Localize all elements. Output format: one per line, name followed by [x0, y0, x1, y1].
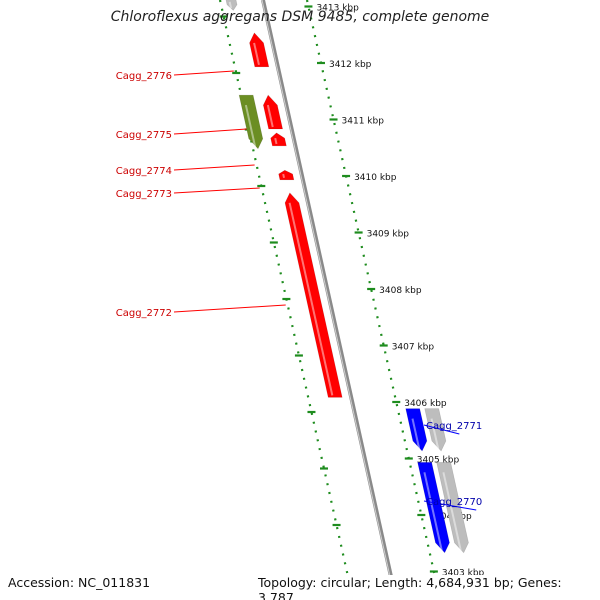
forward-gene-Cagg_2773 — [278, 169, 295, 181]
scale-tick-label: 3407 kbp — [392, 343, 435, 353]
grey-feature — [225, 0, 238, 11]
gene-label-Cagg_2774: Cagg_2774 — [116, 166, 172, 177]
scale-tick-label: 3403 kbp — [442, 569, 485, 579]
forward-gene-Cagg_2772-body — [284, 192, 343, 398]
grey-feature — [436, 462, 469, 554]
forward-gene-Cagg_2774 — [270, 132, 287, 147]
grey-feature-shine — [442, 472, 462, 551]
scale-tick-label: 3408 kbp — [379, 286, 422, 296]
forward-gene-Cagg_2773-body — [278, 169, 295, 181]
gene-label-Cagg_2772: Cagg_2772 — [116, 308, 172, 319]
forward-gene-Cagg_2776 — [249, 32, 270, 68]
backbone-line — [261, 0, 399, 600]
forward-gene-Cagg_2774-shine — [274, 137, 278, 145]
grey-feature-body — [436, 462, 469, 554]
right-dotted-guide — [305, 0, 442, 600]
gene-leader-Cagg_2772 — [173, 304, 286, 313]
gene-label-Cagg_2771: Cagg_2771 — [426, 421, 482, 432]
gene-label-Cagg_2773: Cagg_2773 — [116, 189, 172, 200]
grey-feature-body — [225, 0, 238, 11]
reverse-gene-Cagg_2770-shine — [423, 472, 443, 551]
rna-feature-shine — [244, 104, 257, 147]
map-title: Chloroflexus aggregans DSM 9485, complet… — [110, 9, 490, 25]
grey-feature-shine — [228, 1, 233, 9]
rna-feature — [238, 94, 264, 150]
scale-tick-label: 3411 kbp — [342, 117, 385, 127]
backbone-highlight — [261, 0, 396, 600]
gene-label-Cagg_2770: Cagg_2770 — [426, 497, 482, 508]
accession-text: Accession: NC_011831 — [8, 575, 151, 590]
reverse-gene-Cagg_2770 — [417, 462, 450, 554]
gene-leader-Cagg_2771 — [423, 424, 460, 435]
forward-gene-Cagg_2775 — [263, 94, 284, 130]
gene-label-Cagg_2776: Cagg_2776 — [116, 71, 172, 82]
reverse-gene-Cagg_2771 — [405, 408, 428, 452]
gene-label-Cagg_2775: Cagg_2775 — [116, 130, 172, 141]
forward-gene-Cagg_2775-shine — [266, 104, 274, 128]
scale-tick-label: 3406 kbp — [404, 399, 447, 409]
scale-tick-label: 3409 kbp — [367, 230, 410, 240]
forward-gene-Cagg_2776-shine — [253, 42, 260, 66]
forward-gene-Cagg_2772 — [284, 192, 343, 398]
forward-gene-Cagg_2772-shine — [288, 202, 334, 396]
gene-leader-Cagg_2776 — [173, 70, 234, 76]
genome-summary-text: Topology: circular; Length: 4,684,931 bp… — [258, 575, 600, 600]
genome-backbone — [261, 0, 399, 600]
scale-tick-label: 3410 kbp — [354, 173, 397, 183]
gene-leader-Cagg_2774 — [173, 164, 255, 171]
grey-feature-shine — [430, 418, 440, 450]
forward-gene-Cagg_2773-shine — [282, 173, 286, 179]
gene-leader-Cagg_2770 — [423, 500, 477, 511]
forward-gene-Cagg_2775-body — [263, 94, 284, 130]
rna-feature-body — [238, 94, 264, 150]
forward-gene-Cagg_2774-body — [270, 132, 287, 147]
scale-tick-label: 3405 kbp — [417, 456, 460, 466]
forward-gene-Cagg_2776-body — [249, 32, 270, 68]
scale-tick-label: 3412 kbp — [329, 60, 372, 70]
reverse-gene-Cagg_2771-body — [405, 408, 428, 452]
reverse-gene-Cagg_2770-body — [417, 462, 450, 554]
gene-labels: Cagg_2776 Cagg_2775 Cagg_2774 Cagg_2773 Cagg… — [116, 70, 482, 511]
feature-track — [225, 0, 469, 600]
grey-feature — [424, 408, 447, 452]
gene-leader-Cagg_2773 — [173, 187, 260, 194]
gene-leader-Cagg_2775 — [173, 128, 247, 135]
reverse-gene-Cagg_2771-shine — [411, 418, 421, 450]
grey-feature-body — [424, 408, 447, 452]
scale-tick-label: 3413 kbp — [316, 4, 359, 14]
